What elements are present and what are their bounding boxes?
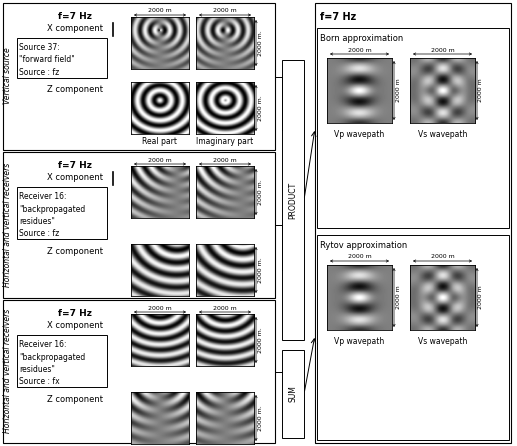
- Text: 2000 m: 2000 m: [479, 78, 483, 103]
- Text: f=7 Hz: f=7 Hz: [58, 309, 92, 318]
- Text: Vs wavepath: Vs wavepath: [418, 130, 467, 139]
- Text: 2000 m.: 2000 m.: [257, 257, 263, 283]
- Bar: [3, 300, 275, 443]
- Text: 2000 m: 2000 m: [148, 157, 172, 162]
- Text: f=7 Hz: f=7 Hz: [320, 12, 356, 22]
- Text: Vp wavepath: Vp wavepath: [334, 337, 385, 346]
- FancyBboxPatch shape: [17, 187, 107, 239]
- Text: 2000 m.: 2000 m.: [257, 179, 263, 205]
- FancyBboxPatch shape: [17, 38, 107, 78]
- Text: 2000 m: 2000 m: [396, 78, 401, 103]
- Text: 2000 m: 2000 m: [396, 285, 401, 310]
- Text: 2000 m: 2000 m: [148, 8, 172, 13]
- Text: Imaginary part: Imaginary part: [196, 430, 254, 439]
- Text: 2000 m: 2000 m: [347, 255, 371, 260]
- Text: Receiver 16:
"backpropagated
residues"
Source : fz: Receiver 16: "backpropagated residues" S…: [19, 192, 85, 239]
- Text: SUM: SUM: [288, 385, 297, 402]
- Bar: [3, 3, 275, 150]
- Text: Real part: Real part: [143, 137, 177, 146]
- Text: Born approximation: Born approximation: [320, 34, 403, 43]
- Text: Horizontal and vertical receivers: Horizontal and vertical receivers: [4, 309, 12, 433]
- Text: 2000 m.: 2000 m.: [257, 95, 263, 121]
- Text: PRODUCT: PRODUCT: [288, 182, 297, 219]
- Text: 2000 m.: 2000 m.: [257, 327, 263, 353]
- Text: Vertical source: Vertical source: [4, 48, 12, 104]
- Text: Receiver 16:
"backpropagated
residues"
Source : fx: Receiver 16: "backpropagated residues" S…: [19, 340, 85, 387]
- Text: Z component: Z component: [47, 395, 103, 404]
- Text: 2000 m: 2000 m: [213, 8, 237, 13]
- Text: Z component: Z component: [47, 247, 103, 256]
- Text: 2000 m: 2000 m: [213, 306, 237, 310]
- Text: Z component: Z component: [47, 85, 103, 94]
- Bar: [317, 235, 509, 440]
- Bar: [282, 60, 304, 340]
- Text: X component: X component: [47, 173, 103, 182]
- Text: Source 37:
"forward field"
Source : fz: Source 37: "forward field" Source : fz: [19, 43, 75, 77]
- Text: Imaginary part: Imaginary part: [196, 137, 254, 146]
- Text: 2000 m: 2000 m: [213, 157, 237, 162]
- Bar: [282, 350, 304, 438]
- Text: X component: X component: [47, 24, 103, 33]
- Text: 2000 m: 2000 m: [148, 306, 172, 310]
- Text: Vp wavepath: Vp wavepath: [334, 130, 385, 139]
- Text: Imaginary part: Imaginary part: [196, 285, 254, 294]
- FancyBboxPatch shape: [17, 335, 107, 387]
- Text: Vs wavepath: Vs wavepath: [418, 337, 467, 346]
- Text: 2000 m: 2000 m: [479, 285, 483, 310]
- Text: 2000 m: 2000 m: [347, 48, 371, 53]
- Text: 2000 m.: 2000 m.: [257, 30, 263, 56]
- Text: Rytov approximation: Rytov approximation: [320, 241, 407, 250]
- Text: X component: X component: [47, 321, 103, 330]
- Text: 2000 m.: 2000 m.: [257, 405, 263, 431]
- Text: Horizontal and vertical receivers: Horizontal and vertical receivers: [4, 163, 12, 287]
- Text: 2000 m: 2000 m: [431, 48, 454, 53]
- Bar: [317, 28, 509, 228]
- Text: f=7 Hz: f=7 Hz: [58, 12, 92, 21]
- Text: Real part: Real part: [143, 285, 177, 294]
- Bar: [315, 3, 511, 443]
- Text: f=7 Hz: f=7 Hz: [58, 161, 92, 170]
- Text: Real part: Real part: [143, 430, 177, 439]
- Bar: [3, 152, 275, 298]
- Text: 2000 m: 2000 m: [431, 255, 454, 260]
